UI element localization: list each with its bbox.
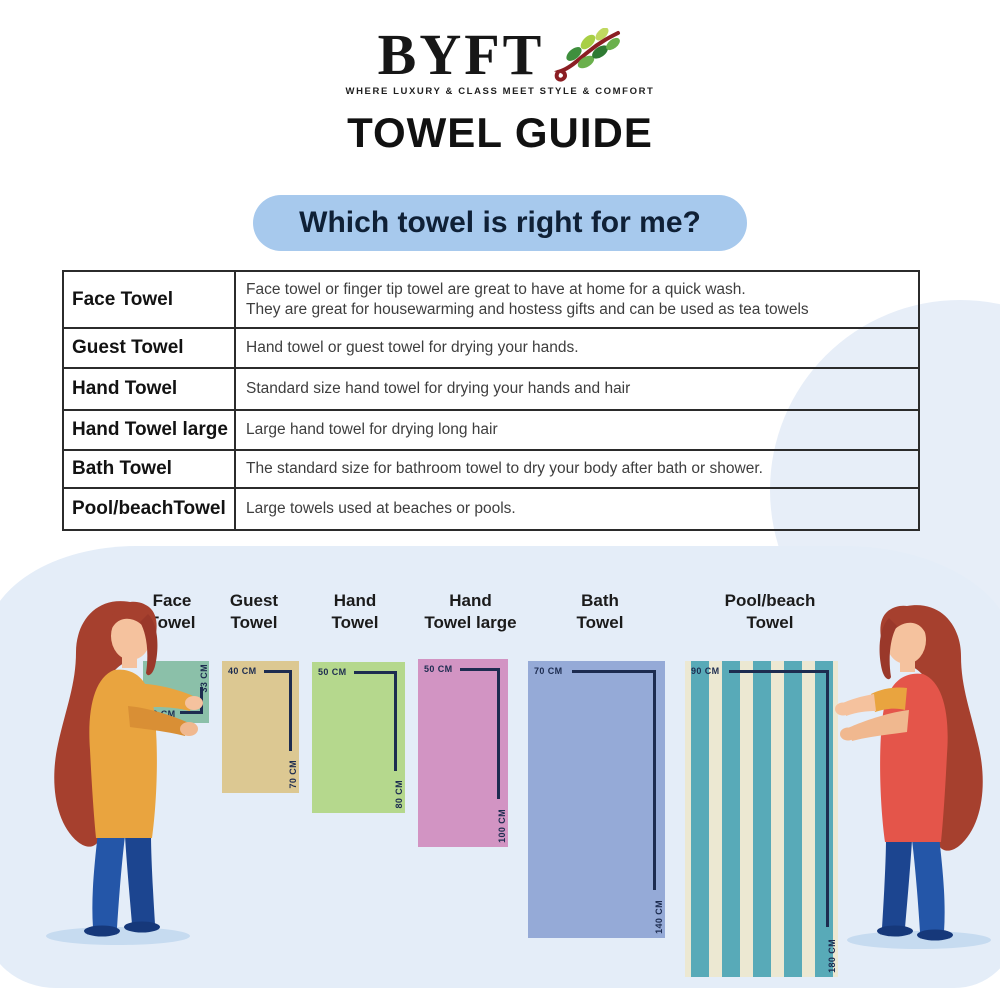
dimension-line xyxy=(460,668,500,671)
table-row-description: Face towel or finger tip towel are great… xyxy=(236,272,918,329)
size-column-label-hand-large: Hand Towel large xyxy=(424,591,517,633)
dimension-line xyxy=(653,670,656,890)
table-row-label: Bath Towel xyxy=(64,451,236,489)
brand-tagline: WHERE LUXURY & CLASS MEET STYLE & COMFOR… xyxy=(345,86,655,97)
question-pill-text: Which towel is right for me? xyxy=(299,206,701,239)
dimension-line xyxy=(289,670,292,751)
table-row-label: Pool/beachTowel xyxy=(64,489,236,529)
header: BYFT WHERE LUXURY & CLASS MEET STYLE & C… xyxy=(0,0,1000,251)
height-dimension-label: 80 CM xyxy=(394,780,404,809)
dimension-line xyxy=(572,670,656,673)
leaf-sprig-icon xyxy=(554,28,621,82)
table-row-label: Hand Towel xyxy=(64,369,236,411)
width-dimension-label: 50 CM xyxy=(318,667,347,677)
dimension-line xyxy=(497,668,500,799)
size-column-label-hand: Hand Towel xyxy=(331,591,379,633)
table-row-label: Guest Towel xyxy=(64,329,236,369)
width-dimension-label: 90 CM xyxy=(691,666,720,676)
height-dimension-label: 100 CM xyxy=(497,809,507,843)
towel-swatch-pool-beach: 90 CM 180 CM xyxy=(685,661,838,977)
woman-figure-right xyxy=(835,605,991,949)
size-column-label-face: Face Towel xyxy=(148,591,196,633)
towel-swatch-hand: 50 CM 80 CM xyxy=(312,662,405,813)
size-column-label-guest: Guest Towel xyxy=(229,591,279,633)
question-pill: Which towel is right for me? xyxy=(253,195,747,251)
size-column-label-pool: Pool/beach Towel xyxy=(724,591,816,633)
height-dimension-label: 140 CM xyxy=(654,900,664,934)
table-row-label: Hand Towel large xyxy=(64,411,236,451)
table-row-description: Standard size hand towel for drying your… xyxy=(236,369,918,411)
table-row-description: Large hand towel for drying long hair xyxy=(236,411,918,451)
width-dimension-label: 70 CM xyxy=(534,666,563,676)
towel-guide-table: Face Towel Face towel or finger tip towe… xyxy=(62,270,920,531)
dimension-line xyxy=(729,670,829,673)
dimension-line xyxy=(264,670,292,673)
towel-swatch-hand-large: 50 CM 100 CM xyxy=(418,659,508,847)
table-row-description: The standard size for bathroom towel to … xyxy=(236,451,918,489)
dimension-line xyxy=(180,711,203,714)
width-dimension-label: 40 CM xyxy=(228,666,257,676)
table-row-label: Face Towel xyxy=(64,272,236,329)
dimension-line xyxy=(394,671,397,771)
size-column-label-bath: Bath Towel xyxy=(576,591,624,633)
brand-logo-text: BYFT xyxy=(377,22,545,87)
woman-figure-left xyxy=(46,601,203,945)
width-dimension-label: 50 CM xyxy=(424,664,453,674)
height-dimension-label: 70 CM xyxy=(288,760,298,789)
dimension-line xyxy=(354,671,397,674)
dimension-line xyxy=(826,670,829,927)
page-title: TOWEL GUIDE xyxy=(347,109,653,156)
table-row-description: Hand towel or guest towel for drying you… xyxy=(236,329,918,369)
towel-swatch-guest: 40 CM 70 CM xyxy=(222,661,299,793)
table-row-description: Large towels used at beaches or pools. xyxy=(246,500,516,518)
towel-swatch-bath: 70 CM 140 CM xyxy=(528,661,665,938)
brand-logo: BYFT xyxy=(378,26,623,84)
